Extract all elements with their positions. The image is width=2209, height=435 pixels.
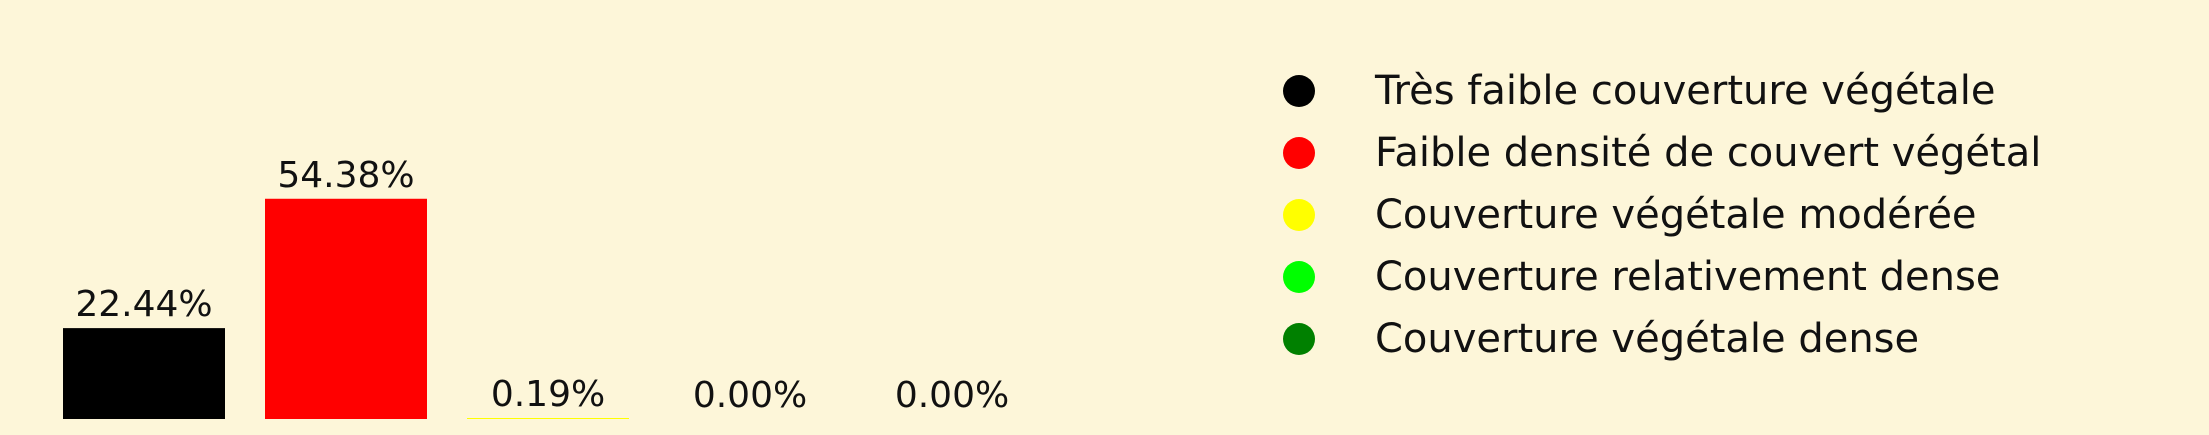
legend-item: Couverture relativement dense	[1275, 246, 2175, 308]
bar-chart-svg: 22.44% 54.38% 0.19% 0.00% 0.00%	[63, 155, 1009, 419]
bar	[63, 328, 225, 419]
legend-item: Couverture végétale modérée	[1275, 184, 2175, 246]
legend-label: Couverture végétale modérée	[1375, 192, 1977, 238]
bar-value-label: 0.00%	[895, 375, 1009, 416]
bar-value-label: 0.00%	[693, 375, 807, 416]
legend-item: Couverture végétale dense	[1275, 308, 2175, 370]
bar-chart: 22.44% 54.38% 0.19% 0.00% 0.00%	[0, 0, 1080, 435]
legend-swatch-icon	[1283, 199, 1315, 231]
bar	[467, 418, 629, 419]
bar-value-label: 54.38%	[277, 155, 414, 196]
legend-item: Très faible couverture végétale	[1275, 60, 2175, 122]
legend-item: Faible densité de couvert végétal	[1275, 122, 2175, 184]
legend-swatch-icon	[1283, 137, 1315, 169]
legend-swatch-icon	[1283, 75, 1315, 107]
bar	[265, 198, 427, 419]
legend-label: Faible densité de couvert végétal	[1375, 130, 2042, 176]
bar-value-label: 22.44%	[75, 284, 212, 325]
bar-value-label: 0.19%	[491, 374, 605, 415]
legend-label: Couverture relativement dense	[1375, 254, 2001, 300]
chart-legend: Très faible couverture végétale Faible d…	[1275, 60, 2175, 370]
legend-swatch-icon	[1283, 261, 1315, 293]
legend-label: Couverture végétale dense	[1375, 316, 1920, 362]
legend-label: Très faible couverture végétale	[1375, 68, 1996, 114]
legend-swatch-icon	[1283, 323, 1315, 355]
